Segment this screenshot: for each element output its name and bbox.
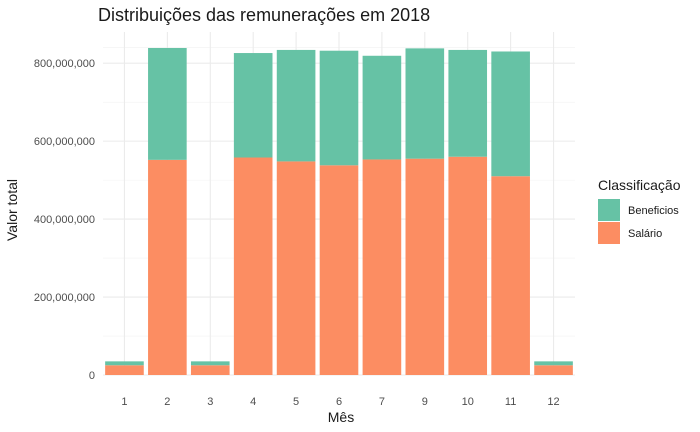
x-tick-label: 3 bbox=[207, 396, 213, 408]
x-tick-label: 11 bbox=[505, 396, 516, 408]
y-axis-title: Valor total bbox=[4, 179, 20, 241]
bar-sal-rio-month-2 bbox=[148, 159, 187, 375]
bar-sal-rio-month-9 bbox=[405, 158, 445, 375]
bar-beneficios-month-6 bbox=[319, 50, 359, 166]
bar-beneficios-month-9 bbox=[405, 48, 445, 159]
legend-title: Classificação bbox=[598, 177, 681, 193]
bar-sal-rio-month-11 bbox=[491, 176, 530, 375]
bar-beneficios-month-1 bbox=[105, 361, 144, 366]
x-tick-label: 7 bbox=[379, 396, 385, 408]
bar-beneficios-month-7 bbox=[362, 55, 402, 160]
legend: Classificação Beneficios Salário bbox=[598, 177, 681, 244]
y-tick-label: 400,000,000 bbox=[34, 214, 95, 226]
bar-sal-rio-month-6 bbox=[319, 165, 359, 375]
bar-beneficios-month-4 bbox=[233, 53, 273, 158]
bar-sal-rio-month-12 bbox=[534, 365, 573, 375]
legend-swatch-beneficios bbox=[598, 199, 620, 221]
y-tick-label: 800,000,000 bbox=[34, 58, 95, 70]
bar-sal-rio-month-3 bbox=[190, 365, 230, 375]
y-tick-label: 200,000,000 bbox=[34, 292, 95, 304]
x-axis-ticks: 1 2 3 4 5 6 7 9 10 11 12 bbox=[121, 396, 559, 408]
bar-beneficios-month-12 bbox=[534, 361, 573, 366]
x-tick-label: 1 bbox=[121, 396, 127, 408]
x-tick-label: 5 bbox=[293, 396, 299, 408]
y-tick-label: 0 bbox=[89, 370, 95, 382]
x-tick-label: 6 bbox=[336, 396, 342, 408]
legend-swatch-sal-rio bbox=[598, 222, 620, 244]
x-tick-label: 10 bbox=[462, 396, 474, 408]
bar-beneficios-month-2 bbox=[148, 47, 187, 160]
x-tick-label: 4 bbox=[250, 396, 256, 408]
x-tick-label: 2 bbox=[164, 396, 170, 408]
bar-beneficios-month-5 bbox=[276, 49, 316, 162]
y-tick-label: 600,000,000 bbox=[34, 136, 95, 148]
bar-sal-rio-month-7 bbox=[362, 159, 402, 375]
chart-title: Distribuições das remunerações em 2018 bbox=[98, 5, 430, 25]
bar-beneficios-month-10 bbox=[448, 49, 488, 157]
legend-label-beneficios: Beneficios bbox=[628, 205, 679, 217]
bar-beneficios-month-3 bbox=[190, 361, 230, 366]
y-axis-ticks: 0 200,000,000 400,000,000 600,000,000 800,00… bbox=[34, 58, 95, 382]
bar-sal-rio-month-5 bbox=[276, 161, 316, 375]
bar-sal-rio-month-4 bbox=[233, 157, 273, 375]
x-axis-title: Mês bbox=[328, 409, 354, 425]
bar-beneficios-month-11 bbox=[491, 51, 530, 177]
x-tick-label: 12 bbox=[547, 396, 559, 408]
bar-sal-rio-month-1 bbox=[105, 365, 144, 375]
x-tick-label: 9 bbox=[422, 396, 428, 408]
bar-sal-rio-month-10 bbox=[448, 156, 488, 375]
bars bbox=[105, 47, 573, 375]
legend-label-sal-rio: Salário bbox=[628, 228, 662, 240]
